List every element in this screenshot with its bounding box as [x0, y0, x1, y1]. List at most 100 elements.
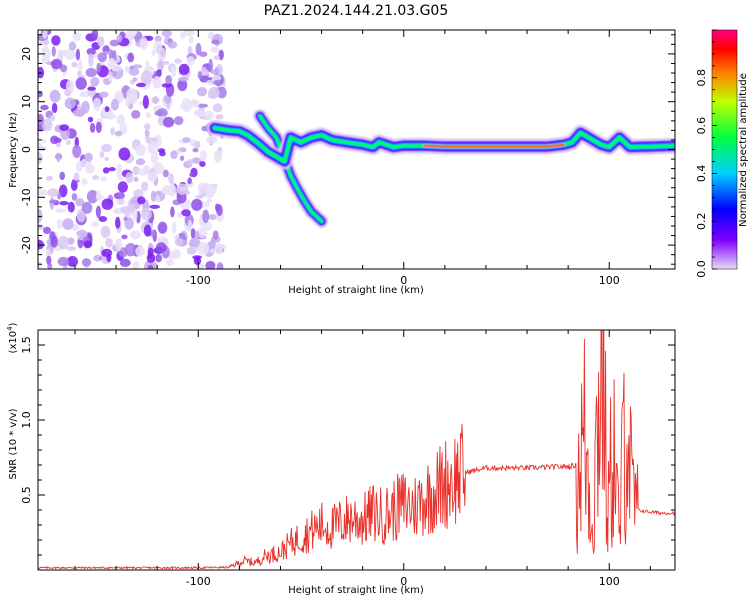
noise-blob — [119, 121, 128, 135]
noise-blob — [191, 157, 202, 164]
noise-blob — [62, 218, 74, 231]
noise-blob — [188, 35, 194, 44]
spectrogram-noise-layer — [38, 30, 227, 269]
noise-blob — [87, 86, 96, 91]
spectrogram-y-tick-label: -10 — [20, 188, 33, 206]
spectrogram-y-tick-label: -20 — [20, 236, 33, 254]
noise-blob — [123, 216, 128, 221]
snr-x-tick-label: 0 — [400, 575, 407, 588]
snr-line-layer — [38, 330, 675, 570]
noise-blob — [208, 214, 217, 221]
noise-blob — [124, 242, 137, 257]
noise-blob — [161, 185, 172, 196]
noise-blob — [59, 171, 65, 181]
noise-blob — [137, 196, 146, 205]
noise-blob — [49, 115, 56, 122]
noise-blob — [199, 150, 208, 161]
snr-series-line — [38, 330, 675, 570]
noise-blob — [131, 110, 141, 119]
noise-blob — [215, 203, 220, 212]
spectrogram-ridge-layer — [206, 109, 675, 228]
noise-blob — [92, 97, 102, 112]
noise-blob — [83, 240, 93, 249]
noise-blob — [177, 211, 182, 219]
noise-blob — [143, 224, 152, 237]
noise-blob — [154, 195, 161, 204]
noise-blob — [117, 181, 128, 193]
noise-blob — [178, 63, 190, 75]
noise-blob — [98, 216, 108, 222]
noise-blob — [211, 183, 217, 195]
noise-blob — [108, 70, 113, 82]
snr-x-tick-label: 100 — [599, 575, 620, 588]
noise-blob — [189, 100, 200, 108]
noise-blob — [124, 217, 134, 230]
noise-blob — [212, 79, 224, 86]
colorbar-tick-label: 0.6 — [695, 117, 708, 135]
noise-blob — [88, 53, 94, 68]
noise-blob — [117, 174, 124, 181]
noise-blob — [173, 234, 180, 239]
spectrogram-x-tick-label: 100 — [599, 274, 620, 287]
noise-blob — [97, 36, 105, 47]
colorbar-ticks: 0.0 0.2 0.4 0.6 0.8 — [695, 29, 717, 278]
noise-blob — [64, 97, 76, 110]
noise-blob — [96, 189, 101, 201]
noise-blob — [171, 65, 177, 78]
spectrogram-x-tick-label: -100 — [186, 274, 211, 287]
noise-blob — [96, 62, 101, 73]
noise-blob — [202, 209, 210, 224]
noise-blob — [101, 198, 114, 210]
noise-blob — [66, 246, 77, 251]
noise-blob — [135, 158, 146, 166]
noise-blob — [71, 223, 80, 231]
noise-blob — [59, 124, 70, 131]
noise-blob — [125, 172, 134, 184]
noise-blob — [41, 47, 48, 53]
colorbar-tick-label: 0.0 — [695, 260, 708, 278]
noise-blob — [141, 181, 149, 192]
noise-blob — [57, 256, 70, 267]
spectrogram-x-tick-label: 0 — [400, 274, 407, 287]
noise-blob — [199, 161, 206, 167]
noise-blob — [171, 221, 177, 234]
noise-blob — [90, 77, 100, 87]
colorbar-tick-label: 0.4 — [695, 165, 708, 183]
noise-blob — [132, 260, 140, 269]
noise-blob — [78, 59, 83, 73]
noise-blob — [196, 87, 208, 97]
noise-blob — [132, 77, 138, 82]
noise-blob — [157, 221, 168, 234]
noise-blob — [189, 237, 201, 250]
noise-blob — [145, 60, 150, 67]
noise-blob — [150, 151, 159, 164]
noise-blob — [75, 48, 81, 61]
spectrogram-y-tick-label: 10 — [20, 95, 33, 109]
noise-blob — [192, 147, 199, 153]
noise-blob — [217, 86, 227, 99]
noise-blob — [167, 40, 178, 49]
snr-x-label: Height of straight line (km) — [288, 585, 424, 596]
snr-frame — [37, 329, 676, 571]
noise-blob — [176, 183, 189, 195]
noise-blob — [121, 234, 128, 240]
colorbar: 0.0 0.2 0.4 0.6 0.8 Normalized spectral ampl… — [695, 29, 749, 278]
noise-blob — [67, 201, 75, 213]
colorbar-gradient — [711, 29, 738, 270]
noise-blob — [180, 155, 185, 161]
noise-blob — [155, 254, 163, 263]
noise-blob — [116, 34, 123, 43]
noise-blob — [174, 58, 182, 64]
noise-blob — [206, 198, 213, 203]
noise-blob — [181, 209, 191, 217]
noise-blob — [205, 136, 218, 144]
noise-blob — [174, 237, 184, 247]
noise-blob — [38, 146, 47, 152]
noise-blob — [155, 242, 167, 253]
noise-blob — [41, 138, 47, 144]
noise-blob — [38, 189, 49, 196]
noise-blob — [106, 253, 112, 263]
noise-blob — [50, 235, 58, 248]
